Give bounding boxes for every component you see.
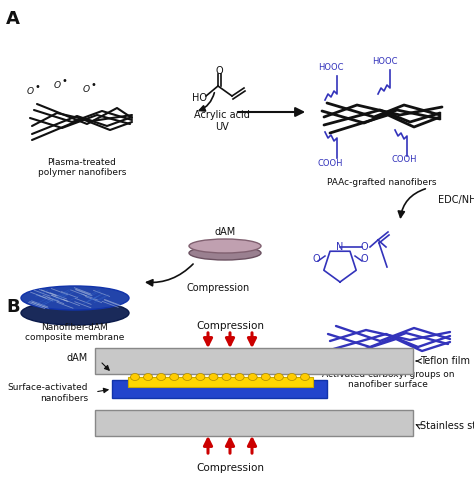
Text: Compression: Compression <box>186 283 250 293</box>
Text: Nanofiber-dAM
composite membrane: Nanofiber-dAM composite membrane <box>25 323 125 342</box>
Ellipse shape <box>196 374 205 380</box>
Bar <box>95 410 413 436</box>
Text: COOH: COOH <box>318 159 344 168</box>
Ellipse shape <box>274 374 283 380</box>
Text: COOH: COOH <box>392 156 418 164</box>
Text: dAM: dAM <box>67 353 88 363</box>
Text: Activated carboxyl groups on
nanofiber surface: Activated carboxyl groups on nanofiber s… <box>322 370 454 389</box>
Text: •: • <box>34 82 40 92</box>
Ellipse shape <box>170 374 179 380</box>
Text: O: O <box>215 66 223 76</box>
Text: N: N <box>337 242 344 252</box>
Text: •: • <box>90 80 96 90</box>
Ellipse shape <box>301 374 310 380</box>
Text: O: O <box>82 85 90 94</box>
Ellipse shape <box>21 301 129 325</box>
Text: UV: UV <box>215 122 229 132</box>
Ellipse shape <box>209 374 218 380</box>
Text: O: O <box>360 254 368 264</box>
Text: O: O <box>27 88 34 96</box>
Text: HOOC: HOOC <box>318 64 344 72</box>
Text: Acrylic acid: Acrylic acid <box>194 110 250 120</box>
Text: EDC/NHS: EDC/NHS <box>438 195 474 205</box>
Text: A: A <box>6 10 20 28</box>
Ellipse shape <box>144 374 153 380</box>
Ellipse shape <box>287 374 296 380</box>
Text: •: • <box>61 76 67 86</box>
Ellipse shape <box>156 374 165 380</box>
Ellipse shape <box>130 374 139 380</box>
Ellipse shape <box>21 286 129 310</box>
Text: O: O <box>54 81 61 91</box>
Ellipse shape <box>189 246 261 260</box>
Text: HOOC: HOOC <box>372 57 398 67</box>
Ellipse shape <box>248 374 257 380</box>
Text: B: B <box>6 298 19 316</box>
Ellipse shape <box>189 239 261 253</box>
Text: O: O <box>360 242 368 252</box>
Text: O: O <box>312 254 320 264</box>
Text: Teflon film: Teflon film <box>420 356 470 366</box>
Ellipse shape <box>261 374 270 380</box>
Ellipse shape <box>222 374 231 380</box>
Text: dAM: dAM <box>214 227 236 237</box>
Bar <box>128 377 313 387</box>
Text: PAAc-grafted nanofibers: PAAc-grafted nanofibers <box>327 178 437 187</box>
Text: Surface-activated
nanofibers: Surface-activated nanofibers <box>8 383 88 402</box>
Bar <box>112 380 327 398</box>
Text: Stainless steel plate: Stainless steel plate <box>420 421 474 431</box>
Text: Plasma-treated
polymer nanofibers: Plasma-treated polymer nanofibers <box>38 158 126 177</box>
Text: HO: HO <box>192 93 208 103</box>
Text: Compression: Compression <box>196 463 264 473</box>
Ellipse shape <box>183 374 192 380</box>
Text: Compression: Compression <box>196 321 264 331</box>
Ellipse shape <box>235 374 244 380</box>
Bar <box>95 348 413 374</box>
